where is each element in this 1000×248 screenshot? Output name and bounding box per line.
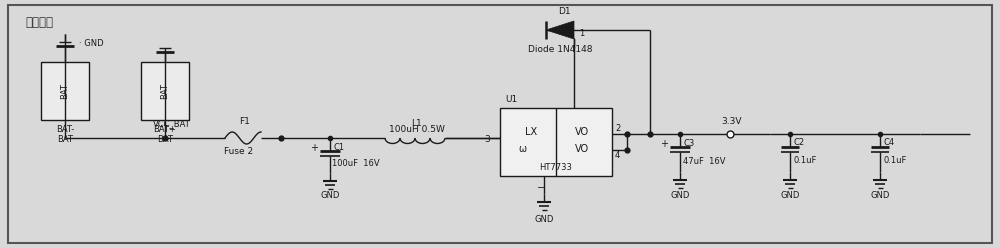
Text: +: + [660,139,668,149]
Text: 1: 1 [579,29,585,37]
Text: Diode 1N4148: Diode 1N4148 [528,45,592,55]
Text: BAT: BAT [60,83,70,99]
Text: F1: F1 [239,118,250,126]
Text: BAT-: BAT- [56,125,74,134]
Text: 0.1uF: 0.1uF [883,156,906,165]
Text: LX: LX [525,127,537,137]
Text: BAT: BAT [160,83,170,99]
Text: VO: VO [575,144,589,154]
Bar [500,108,612,176]
Text: GND: GND [870,191,890,200]
Text: 4: 4 [615,151,620,160]
Text: 0.1uF: 0.1uF [793,156,816,165]
Text: C2: C2 [793,138,804,147]
Text: D1: D1 [558,7,570,17]
Text: BAT: BAT [157,135,173,145]
Text: Fuse 2: Fuse 2 [224,147,254,155]
Bar [41,62,89,120]
Bar [141,62,189,120]
Text: 100uH 0.5W: 100uH 0.5W [389,125,445,134]
Text: L1: L1 [412,119,422,127]
Text: HT7733: HT7733 [540,163,572,173]
Text: 100uF  16V: 100uF 16V [332,159,380,168]
Text: BAT: BAT [57,135,73,145]
Text: C4: C4 [883,138,894,147]
Text: 电源模块: 电源模块 [25,15,53,29]
Text: GND: GND [780,191,800,200]
Text: C3: C3 [683,139,694,148]
Text: · GND: · GND [79,39,104,49]
Text: 47uF  16V: 47uF 16V [683,157,726,166]
Text: +: + [310,143,318,153]
Text: VCC_BAT: VCC_BAT [153,120,191,128]
Text: U1: U1 [505,95,517,104]
Text: 2: 2 [615,124,620,133]
Text: 3.3V: 3.3V [722,117,742,126]
Text: VO: VO [575,127,589,137]
Text: ω: ω [518,144,526,154]
Text: BAT+: BAT+ [154,125,176,134]
Polygon shape [546,21,574,39]
Text: −: − [537,183,545,193]
Text: GND: GND [534,216,554,224]
Text: 3: 3 [484,135,490,145]
Text: GND: GND [320,191,340,200]
Text: GND: GND [670,191,690,200]
Text: C1: C1 [334,144,345,153]
